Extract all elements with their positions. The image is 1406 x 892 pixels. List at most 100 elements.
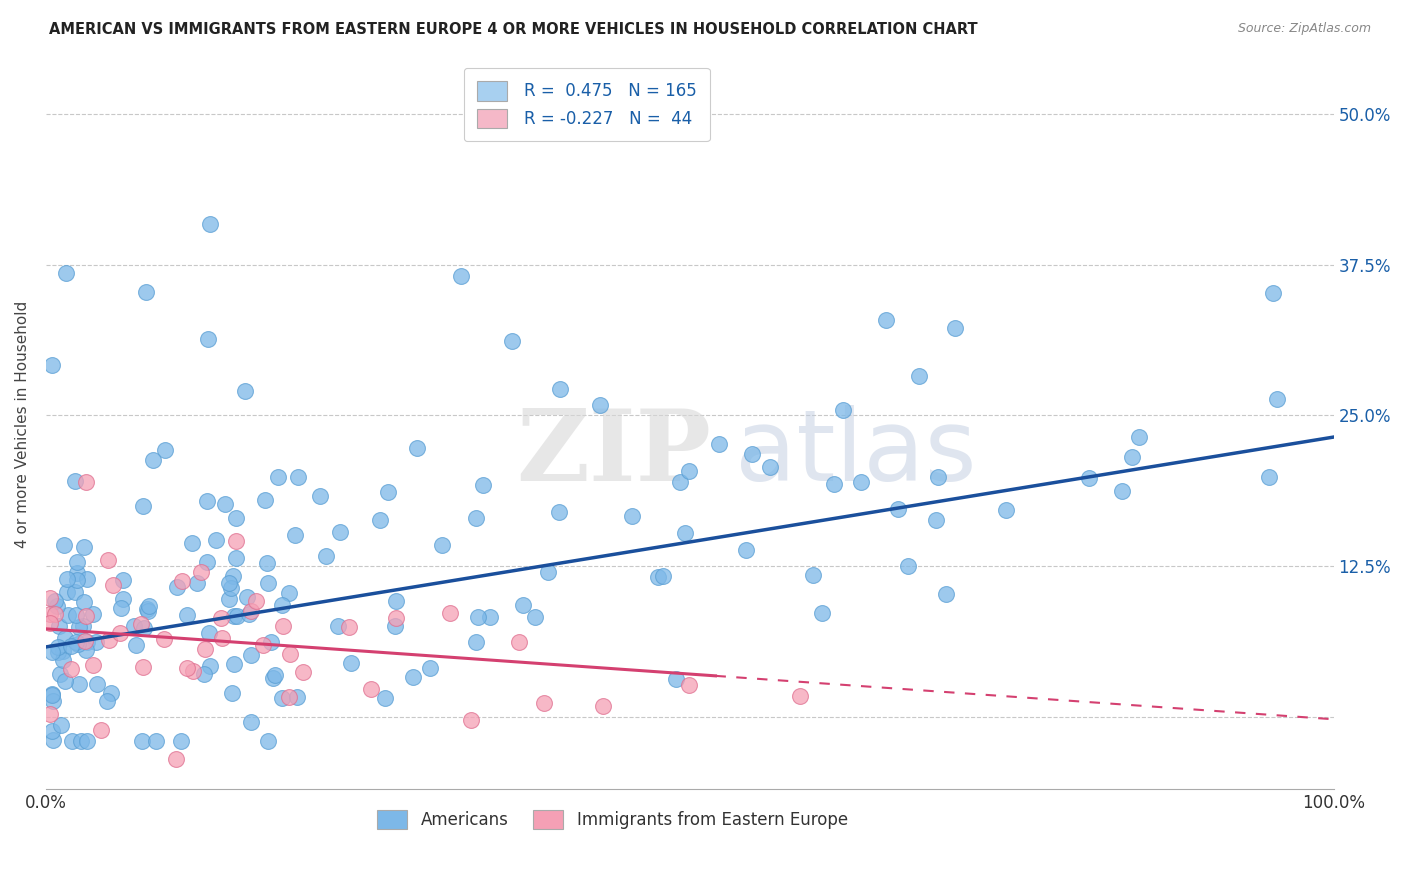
Point: [277, 585, 299, 599]
Point: [198, 625, 221, 640]
Point: [209, 610, 232, 624]
Point: [548, 505, 571, 519]
Point: [98, 633, 121, 648]
Point: [665, 672, 688, 686]
Point: [49, 667, 72, 681]
Point: [86, 677, 108, 691]
Point: [329, 524, 352, 539]
Point: [994, 503, 1017, 517]
Point: [270, 598, 292, 612]
Text: AMERICAN VS IMMIGRANTS FROM EASTERN EUROPE 4 OR MORE VEHICLES IN HOUSEHOLD CORRE: AMERICAN VS IMMIGRANTS FROM EASTERN EURO…: [49, 22, 977, 37]
Point: [377, 485, 399, 500]
Point: [537, 565, 560, 579]
Point: [374, 691, 396, 706]
Point: [60, 734, 83, 748]
Point: [508, 634, 530, 648]
Point: [75, 475, 97, 489]
Point: [287, 470, 309, 484]
Point: [194, 641, 217, 656]
Point: [72, 619, 94, 633]
Point: [225, 511, 247, 525]
Point: [73, 634, 96, 648]
Point: [190, 565, 212, 579]
Point: [512, 598, 534, 612]
Point: [824, 476, 846, 491]
Point: [464, 634, 486, 648]
Point: [38, 615, 60, 630]
Point: [337, 620, 360, 634]
Point: [86, 635, 108, 649]
Point: [225, 550, 247, 565]
Point: [153, 442, 176, 457]
Point: [132, 621, 155, 635]
Point: [222, 569, 245, 583]
Point: [709, 436, 731, 450]
Point: [52, 653, 75, 667]
Point: [927, 470, 949, 484]
Point: [73, 540, 96, 554]
Point: [1111, 483, 1133, 498]
Point: [46, 645, 69, 659]
Point: [222, 657, 245, 672]
Point: [198, 659, 221, 673]
Point: [96, 694, 118, 708]
Point: [419, 661, 441, 675]
Legend: Americans, Immigrants from Eastern Europe: Americans, Immigrants from Eastern Europ…: [371, 803, 855, 836]
Point: [55, 573, 77, 587]
Point: [38, 607, 60, 622]
Point: [524, 609, 547, 624]
Point: [41, 724, 63, 739]
Point: [46, 640, 69, 655]
Point: [501, 334, 523, 348]
Point: [252, 638, 274, 652]
Text: atlas: atlas: [735, 405, 976, 502]
Point: [233, 384, 256, 398]
Point: [135, 602, 157, 616]
Point: [73, 595, 96, 609]
Point: [111, 573, 134, 587]
Point: [673, 526, 696, 541]
Point: [219, 581, 242, 595]
Point: [271, 691, 294, 706]
Point: [67, 620, 90, 634]
Point: [111, 591, 134, 606]
Point: [315, 549, 337, 563]
Point: [226, 609, 249, 624]
Point: [67, 637, 90, 651]
Point: [875, 313, 897, 327]
Point: [66, 566, 89, 581]
Point: [943, 321, 966, 335]
Point: [46, 599, 69, 614]
Point: [41, 688, 63, 702]
Point: [132, 659, 155, 673]
Point: [450, 268, 472, 283]
Point: [65, 608, 87, 623]
Point: [132, 499, 155, 513]
Point: [935, 587, 957, 601]
Point: [218, 576, 240, 591]
Point: [668, 475, 690, 490]
Point: [125, 638, 148, 652]
Point: [53, 537, 76, 551]
Point: [285, 690, 308, 704]
Point: [678, 678, 700, 692]
Point: [53, 673, 76, 688]
Point: [240, 715, 263, 730]
Point: [240, 604, 263, 618]
Point: [197, 332, 219, 346]
Point: [897, 558, 920, 573]
Point: [240, 648, 263, 662]
Point: [214, 497, 236, 511]
Point: [82, 657, 104, 672]
Point: [309, 489, 332, 503]
Point: [253, 492, 276, 507]
Point: [278, 647, 301, 661]
Point: [735, 543, 758, 558]
Point: [65, 634, 87, 648]
Point: [205, 533, 228, 548]
Point: [145, 734, 167, 748]
Point: [277, 690, 299, 705]
Point: [368, 513, 391, 527]
Point: [131, 616, 153, 631]
Point: [97, 553, 120, 567]
